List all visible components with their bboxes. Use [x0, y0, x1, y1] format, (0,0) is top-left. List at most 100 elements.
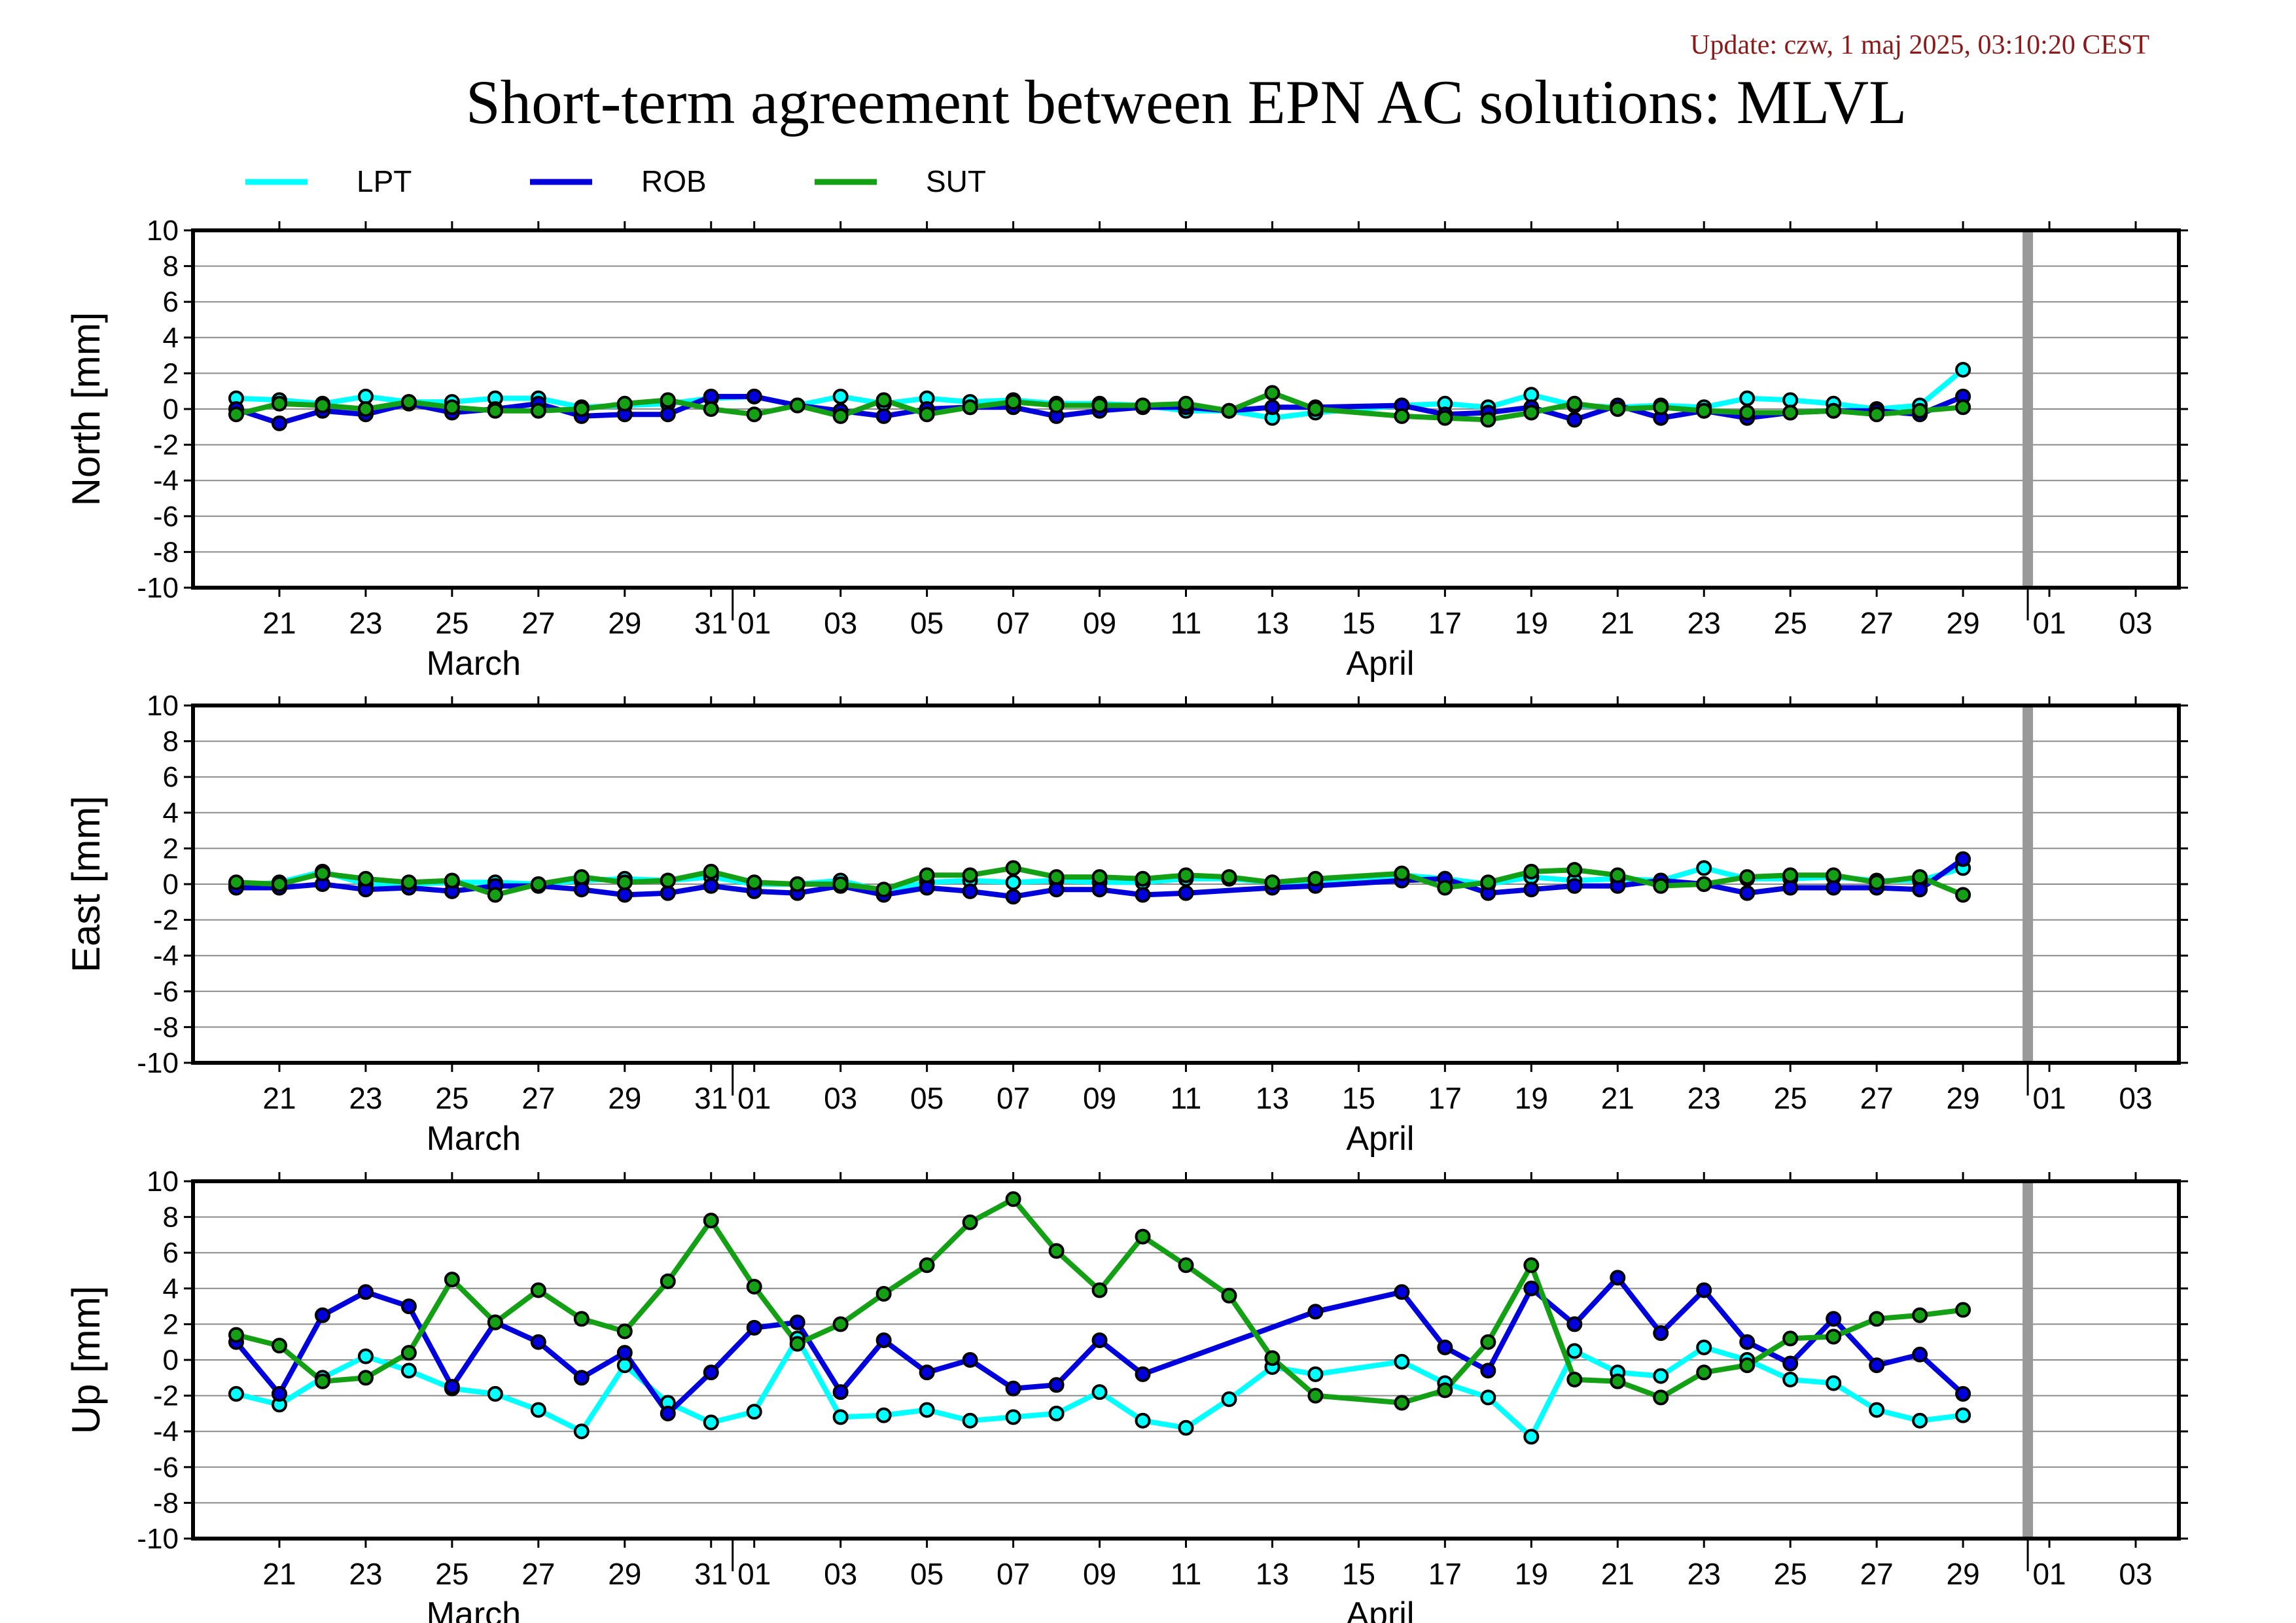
- legend: LPT ROB SUT: [245, 164, 986, 198]
- data-point-sut: [400, 1345, 417, 1361]
- x-tick-label: 09: [1083, 606, 1116, 640]
- series-line-sut: [234, 865, 1966, 898]
- data-point-sut: [1091, 869, 1108, 885]
- data-point-rob: [616, 1345, 633, 1361]
- y-tick-label: 6: [163, 286, 179, 318]
- data-point-lpt: [1653, 1368, 1669, 1384]
- x-tick-label: 05: [910, 606, 944, 640]
- data-point-rob: [660, 1405, 676, 1421]
- data-point-rob: [1955, 851, 1971, 867]
- x-tick-label: 25: [435, 1557, 468, 1591]
- y-axis-label: North [mm]: [64, 312, 108, 507]
- data-point-sut: [1696, 1364, 1712, 1381]
- data-point-sut: [962, 1214, 978, 1230]
- data-point-lpt: [1091, 1384, 1108, 1400]
- data-point-sut: [875, 1285, 892, 1302]
- data-point-sut: [573, 401, 590, 417]
- data-point-rob: [1739, 1334, 1756, 1350]
- data-point-sut: [228, 874, 244, 891]
- data-point-sut: [1566, 862, 1583, 878]
- y-tick-label: 2: [163, 832, 179, 865]
- data-point-sut: [1135, 870, 1151, 887]
- data-point-sut: [487, 402, 503, 419]
- data-point-rob: [875, 1332, 892, 1348]
- plot-frame: [191, 1179, 2181, 1541]
- data-point-sut: [1523, 404, 1540, 421]
- data-point-sut: [660, 392, 676, 408]
- y-tick-label: -8: [153, 1011, 179, 1043]
- data-point-lpt: [487, 1385, 503, 1402]
- data-point-sut: [314, 865, 330, 882]
- data-point-sut: [919, 406, 935, 423]
- data-point-sut: [1437, 880, 1453, 896]
- data-point-rob: [1178, 885, 1194, 901]
- x-tick-label: 11: [1171, 1081, 1202, 1115]
- chart-title: Short-term agreement between EPN AC solu…: [466, 67, 1907, 137]
- data-point-sut: [1566, 395, 1583, 412]
- legend-label-rob: ROB: [641, 164, 707, 198]
- x-tick-label: 01: [737, 606, 771, 640]
- data-point-rob: [314, 1307, 330, 1323]
- x-tick-label: 25: [435, 1081, 468, 1115]
- data-point-sut: [1437, 410, 1453, 426]
- data-point-sut: [357, 1370, 374, 1386]
- y-tick-label: -2: [153, 904, 179, 936]
- data-point-sut: [1264, 874, 1280, 891]
- data-point-rob: [1869, 1357, 1885, 1374]
- x-tick-label: 01: [2032, 606, 2066, 640]
- x-tick-label: 19: [1515, 1557, 1548, 1591]
- data-point-rob: [1912, 1346, 1928, 1363]
- x-tick-label: 31: [694, 1081, 728, 1115]
- data-point-rob: [1566, 412, 1583, 428]
- data-point-sut: [660, 872, 676, 889]
- y-tick-label: -4: [153, 1416, 179, 1448]
- y-tick-label: 10: [147, 215, 179, 247]
- data-point-lpt: [919, 1402, 935, 1418]
- y-tick-label: 0: [163, 393, 179, 425]
- data-point-sut: [1610, 401, 1626, 417]
- data-point-rob: [616, 887, 633, 903]
- x-tick-label: 07: [997, 1557, 1030, 1591]
- data-point-sut: [530, 402, 546, 419]
- data-point-rob: [1696, 1282, 1712, 1298]
- data-point-rob: [1826, 1311, 1842, 1327]
- x-tick-label: 23: [1687, 606, 1721, 640]
- data-point-rob: [1523, 882, 1540, 898]
- x-tick-label: 29: [608, 1081, 641, 1115]
- data-point-rob: [875, 408, 892, 424]
- data-point-rob: [703, 1364, 719, 1381]
- data-point-rob: [1610, 1270, 1626, 1286]
- data-point-rob: [703, 878, 719, 894]
- data-point-sut: [616, 874, 633, 891]
- x-tick-label: 27: [521, 606, 555, 640]
- data-point-rob: [357, 1284, 374, 1300]
- data-point-lpt: [357, 1348, 374, 1364]
- data-point-sut: [1739, 404, 1756, 421]
- data-point-rob: [271, 415, 287, 431]
- y-tick-label: 0: [163, 868, 179, 901]
- data-point-lpt: [1178, 1419, 1194, 1436]
- data-point-lpt: [1005, 1409, 1021, 1425]
- x-tick-label: 23: [349, 606, 382, 640]
- data-point-rob: [1048, 882, 1065, 898]
- month-label: March: [427, 1120, 521, 1158]
- data-point-sut: [1048, 1243, 1065, 1259]
- data-point-rob: [1782, 1355, 1799, 1372]
- data-point-lpt: [1739, 390, 1756, 406]
- data-point-sut: [1739, 1357, 1756, 1374]
- data-point-rob: [789, 1314, 805, 1330]
- data-point-sut: [573, 869, 590, 885]
- data-point-lpt: [1523, 387, 1540, 403]
- data-point-sut: [1523, 863, 1540, 880]
- data-point-sut: [1610, 1373, 1626, 1389]
- data-point-sut: [487, 1314, 503, 1330]
- x-tick-label: 17: [1428, 1081, 1462, 1115]
- data-point-rob: [1005, 889, 1021, 905]
- data-point-sut: [660, 1273, 676, 1289]
- data-point-sut: [1221, 869, 1237, 885]
- data-point-rob: [1480, 1363, 1496, 1379]
- data-point-rob: [400, 1298, 417, 1315]
- x-tick-label: 11: [1171, 1557, 1202, 1591]
- y-tick-label: -10: [137, 1523, 179, 1555]
- data-point-sut: [1826, 1329, 1842, 1345]
